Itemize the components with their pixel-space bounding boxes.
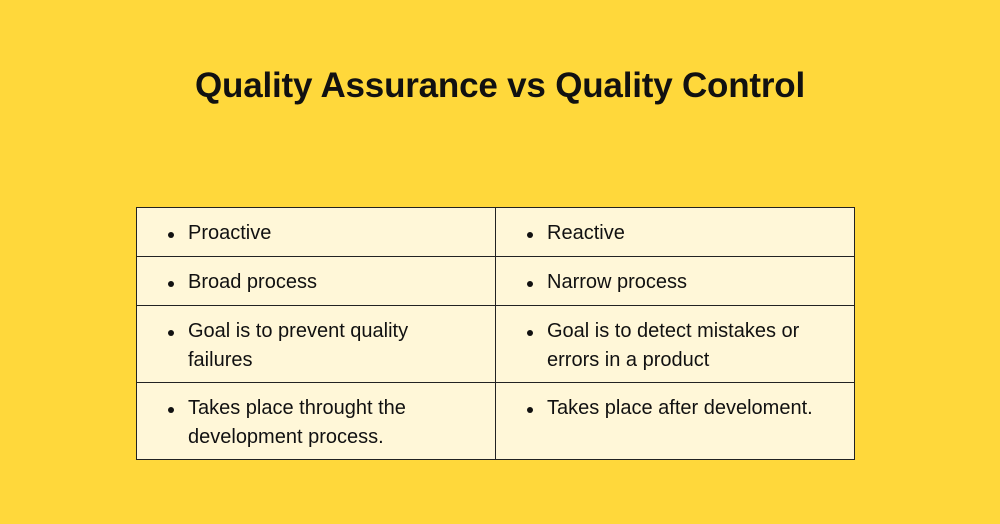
- qc-text: Goal is to detect mistakes or errors in …: [547, 320, 800, 371]
- qc-cell: Narrow process: [495, 256, 855, 306]
- qc-cell: Takes place after develoment.: [495, 382, 855, 460]
- qa-cell: Takes place throught the development pro…: [136, 382, 496, 460]
- table-row: Takes place throught the development pro…: [136, 382, 855, 460]
- qa-text: Proactive: [188, 222, 272, 244]
- qc-cell: Goal is to detect mistakes or errors in …: [495, 305, 855, 383]
- page-title: Quality Assurance vs Quality Control: [195, 66, 805, 105]
- bullet-icon: [168, 330, 174, 336]
- qa-cell: Goal is to prevent quality failures: [136, 305, 496, 383]
- qc-text: Reactive: [547, 222, 625, 244]
- qa-text: Takes place throught the development pro…: [188, 397, 406, 448]
- bullet-icon: [527, 232, 533, 238]
- bullet-icon: [168, 407, 174, 413]
- bullet-icon: [527, 330, 533, 336]
- qc-text: Takes place after develoment.: [547, 397, 813, 419]
- qc-text: Narrow process: [547, 271, 688, 293]
- bullet-icon: [527, 407, 533, 413]
- comparison-table: Proactive Reactive Broad process Narrow …: [136, 207, 855, 460]
- qa-cell: Proactive: [136, 207, 496, 257]
- qa-cell: Broad process: [136, 256, 496, 306]
- table-row: Goal is to prevent quality failures Goal…: [136, 305, 855, 383]
- bullet-icon: [168, 232, 174, 238]
- bullet-icon: [168, 281, 174, 287]
- table-row: Proactive Reactive: [136, 207, 855, 257]
- bullet-icon: [527, 281, 533, 287]
- qa-text: Goal is to prevent quality failures: [188, 320, 409, 371]
- qa-text: Broad process: [188, 271, 317, 293]
- qc-cell: Reactive: [495, 207, 855, 257]
- table-row: Broad process Narrow process: [136, 256, 855, 306]
